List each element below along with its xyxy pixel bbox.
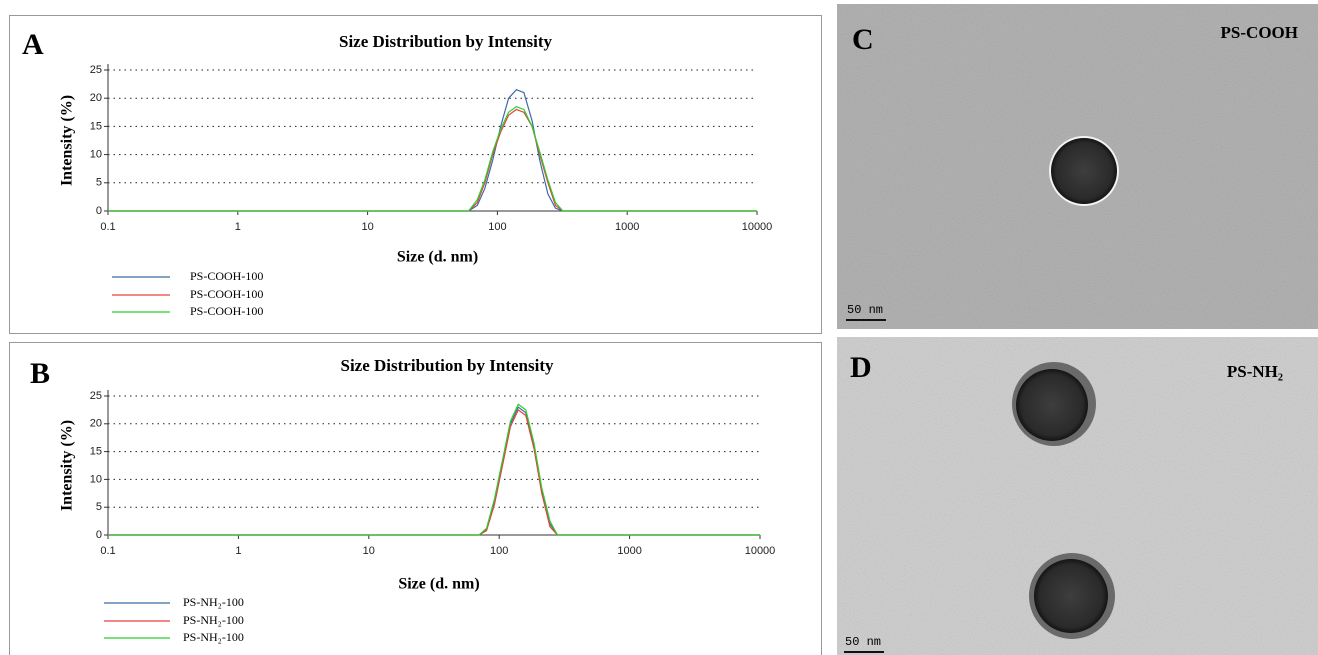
y-axis-label: Intensity (%) — [59, 420, 76, 511]
y-tick-label: 20 — [90, 418, 102, 430]
panel-frame — [9, 342, 822, 655]
series-line — [108, 105, 757, 212]
x-tick-label: 100 — [488, 221, 506, 233]
legend-label: PS-NH₂-100 — [183, 595, 244, 609]
panel-letter: B — [30, 357, 50, 390]
chart-title: Size Distribution by Intensity — [341, 356, 554, 375]
x-tick-label: 10 — [363, 545, 375, 557]
particle — [1034, 559, 1108, 633]
y-tick-label: 20 — [90, 92, 102, 104]
x-tick-label: 0.1 — [100, 221, 115, 233]
y-tick-label: 15 — [90, 446, 102, 458]
x-tick-label: 10000 — [745, 545, 776, 557]
legend-label: PS-COOH-100 — [190, 287, 263, 301]
scale-label: 50 nm — [845, 635, 881, 649]
x-tick-label: 0.1 — [100, 545, 115, 557]
series-line — [108, 406, 760, 536]
y-tick-label: 0 — [96, 529, 102, 541]
y-tick-label: 15 — [90, 120, 102, 132]
series-line — [108, 403, 760, 536]
legend-label: PS-COOH-100 — [190, 304, 263, 318]
panel-letter: A — [22, 28, 44, 61]
x-tick-label: 1 — [235, 221, 241, 233]
series-line — [108, 408, 760, 536]
panel-letter: D — [850, 351, 872, 384]
x-tick-label: 1000 — [617, 545, 641, 557]
y-tick-label: 5 — [96, 501, 102, 513]
x-tick-label: 10 — [361, 221, 373, 233]
y-tick-label: 0 — [96, 205, 102, 217]
x-tick-label: 1000 — [615, 221, 639, 233]
y-tick-label: 25 — [90, 64, 102, 76]
x-tick-label: 100 — [490, 545, 508, 557]
scale-label: 50 nm — [847, 303, 883, 317]
particle — [1051, 138, 1117, 204]
x-tick-label: 1 — [235, 545, 241, 557]
tem-image: C PS-COOH 50 nm — [837, 4, 1318, 329]
tem-image: D PS-NH₂ 50 nm — [837, 337, 1318, 655]
series-line — [108, 108, 757, 212]
legend-label: PS-NH₂-100 — [183, 630, 244, 644]
chart-title: Size Distribution by Intensity — [339, 32, 552, 51]
x-axis-label: Size (d. nm) — [397, 249, 478, 266]
panel-letter: C — [852, 23, 874, 56]
panel-frame — [9, 15, 822, 334]
image-label: PS-NH₂ — [1227, 362, 1283, 381]
y-tick-label: 10 — [90, 149, 102, 161]
y-tick-label: 10 — [90, 473, 102, 485]
x-tick-label: 10000 — [742, 221, 773, 233]
legend-label: PS-NH₂-100 — [183, 613, 244, 627]
series-line — [108, 89, 757, 212]
y-axis-label: Intensity (%) — [59, 95, 76, 186]
legend-label: PS-COOH-100 — [190, 269, 263, 283]
particle — [1016, 369, 1088, 441]
x-axis-label: Size (d. nm) — [398, 576, 479, 593]
image-label: PS-COOH — [1221, 23, 1298, 42]
y-tick-label: 25 — [90, 390, 102, 402]
y-tick-label: 5 — [96, 177, 102, 189]
